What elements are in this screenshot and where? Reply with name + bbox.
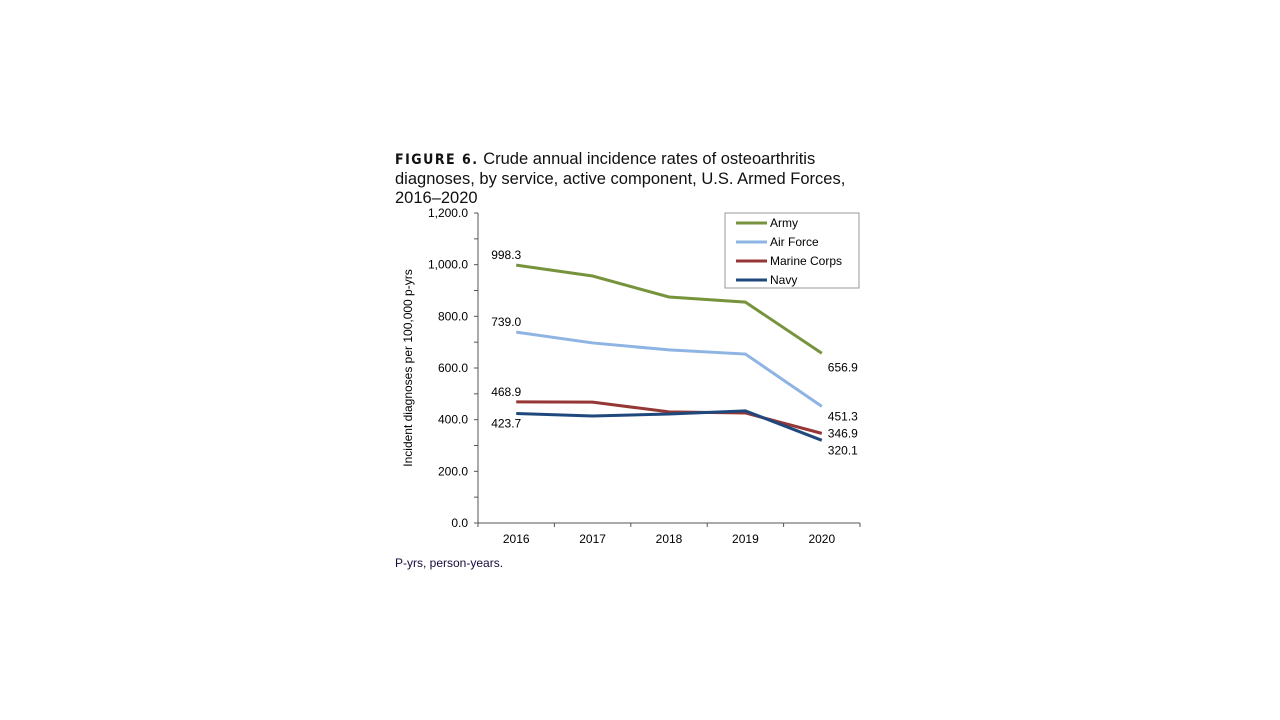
x-tick-label: 2020 (808, 532, 835, 546)
data-label-marine-corps: 346.9 (828, 426, 858, 440)
data-label-army: 656.9 (828, 360, 858, 374)
data-label-army: 998.3 (491, 248, 521, 262)
figure-caption: Crude annual incidence rates of osteoart… (395, 150, 846, 207)
data-label-navy: 320.1 (828, 443, 858, 457)
series-line-air-force (515, 330, 823, 408)
y-tick-label: 600.0 (438, 361, 468, 375)
y-tick-label: 0.0 (451, 516, 468, 530)
x-tick-label: 2018 (656, 532, 683, 546)
x-tick-label: 2019 (732, 532, 759, 546)
y-tick-label: 1,200.0 (428, 206, 468, 220)
legend (724, 212, 860, 289)
series-line-navy (516, 409, 823, 442)
data-label-air-force: 739.0 (491, 315, 521, 329)
data-label-air-force: 451.3 (828, 409, 858, 423)
y-tick-label: 1,000.0 (428, 258, 468, 272)
figure-title: FIGURE 6. Crude annual incidence rates o… (395, 150, 895, 208)
y-tick-label: 200.0 (438, 464, 468, 478)
legend-label-marine-corps: Marine Corps (770, 254, 842, 268)
y-tick-label: 400.0 (438, 413, 468, 427)
y-tick-label: 800.0 (438, 309, 468, 323)
y-axis-label: Incident diagnoses per 100,000 p-yrs (401, 269, 415, 466)
x-tick-label: 2017 (579, 532, 606, 546)
series-line-marine-corps (516, 400, 823, 435)
x-tick-label: 2016 (503, 532, 530, 546)
figure-label: FIGURE 6. (395, 152, 479, 168)
data-label-marine-corps: 468.9 (491, 385, 521, 399)
data-label-navy: 423.7 (491, 417, 521, 431)
legend-label-navy: Navy (770, 273, 797, 287)
legend-label-army: Army (770, 216, 798, 230)
legend-label-air-force: Air Force (770, 235, 819, 249)
footnote: P-yrs, person-years. (395, 556, 504, 570)
series-line-army (515, 263, 823, 355)
